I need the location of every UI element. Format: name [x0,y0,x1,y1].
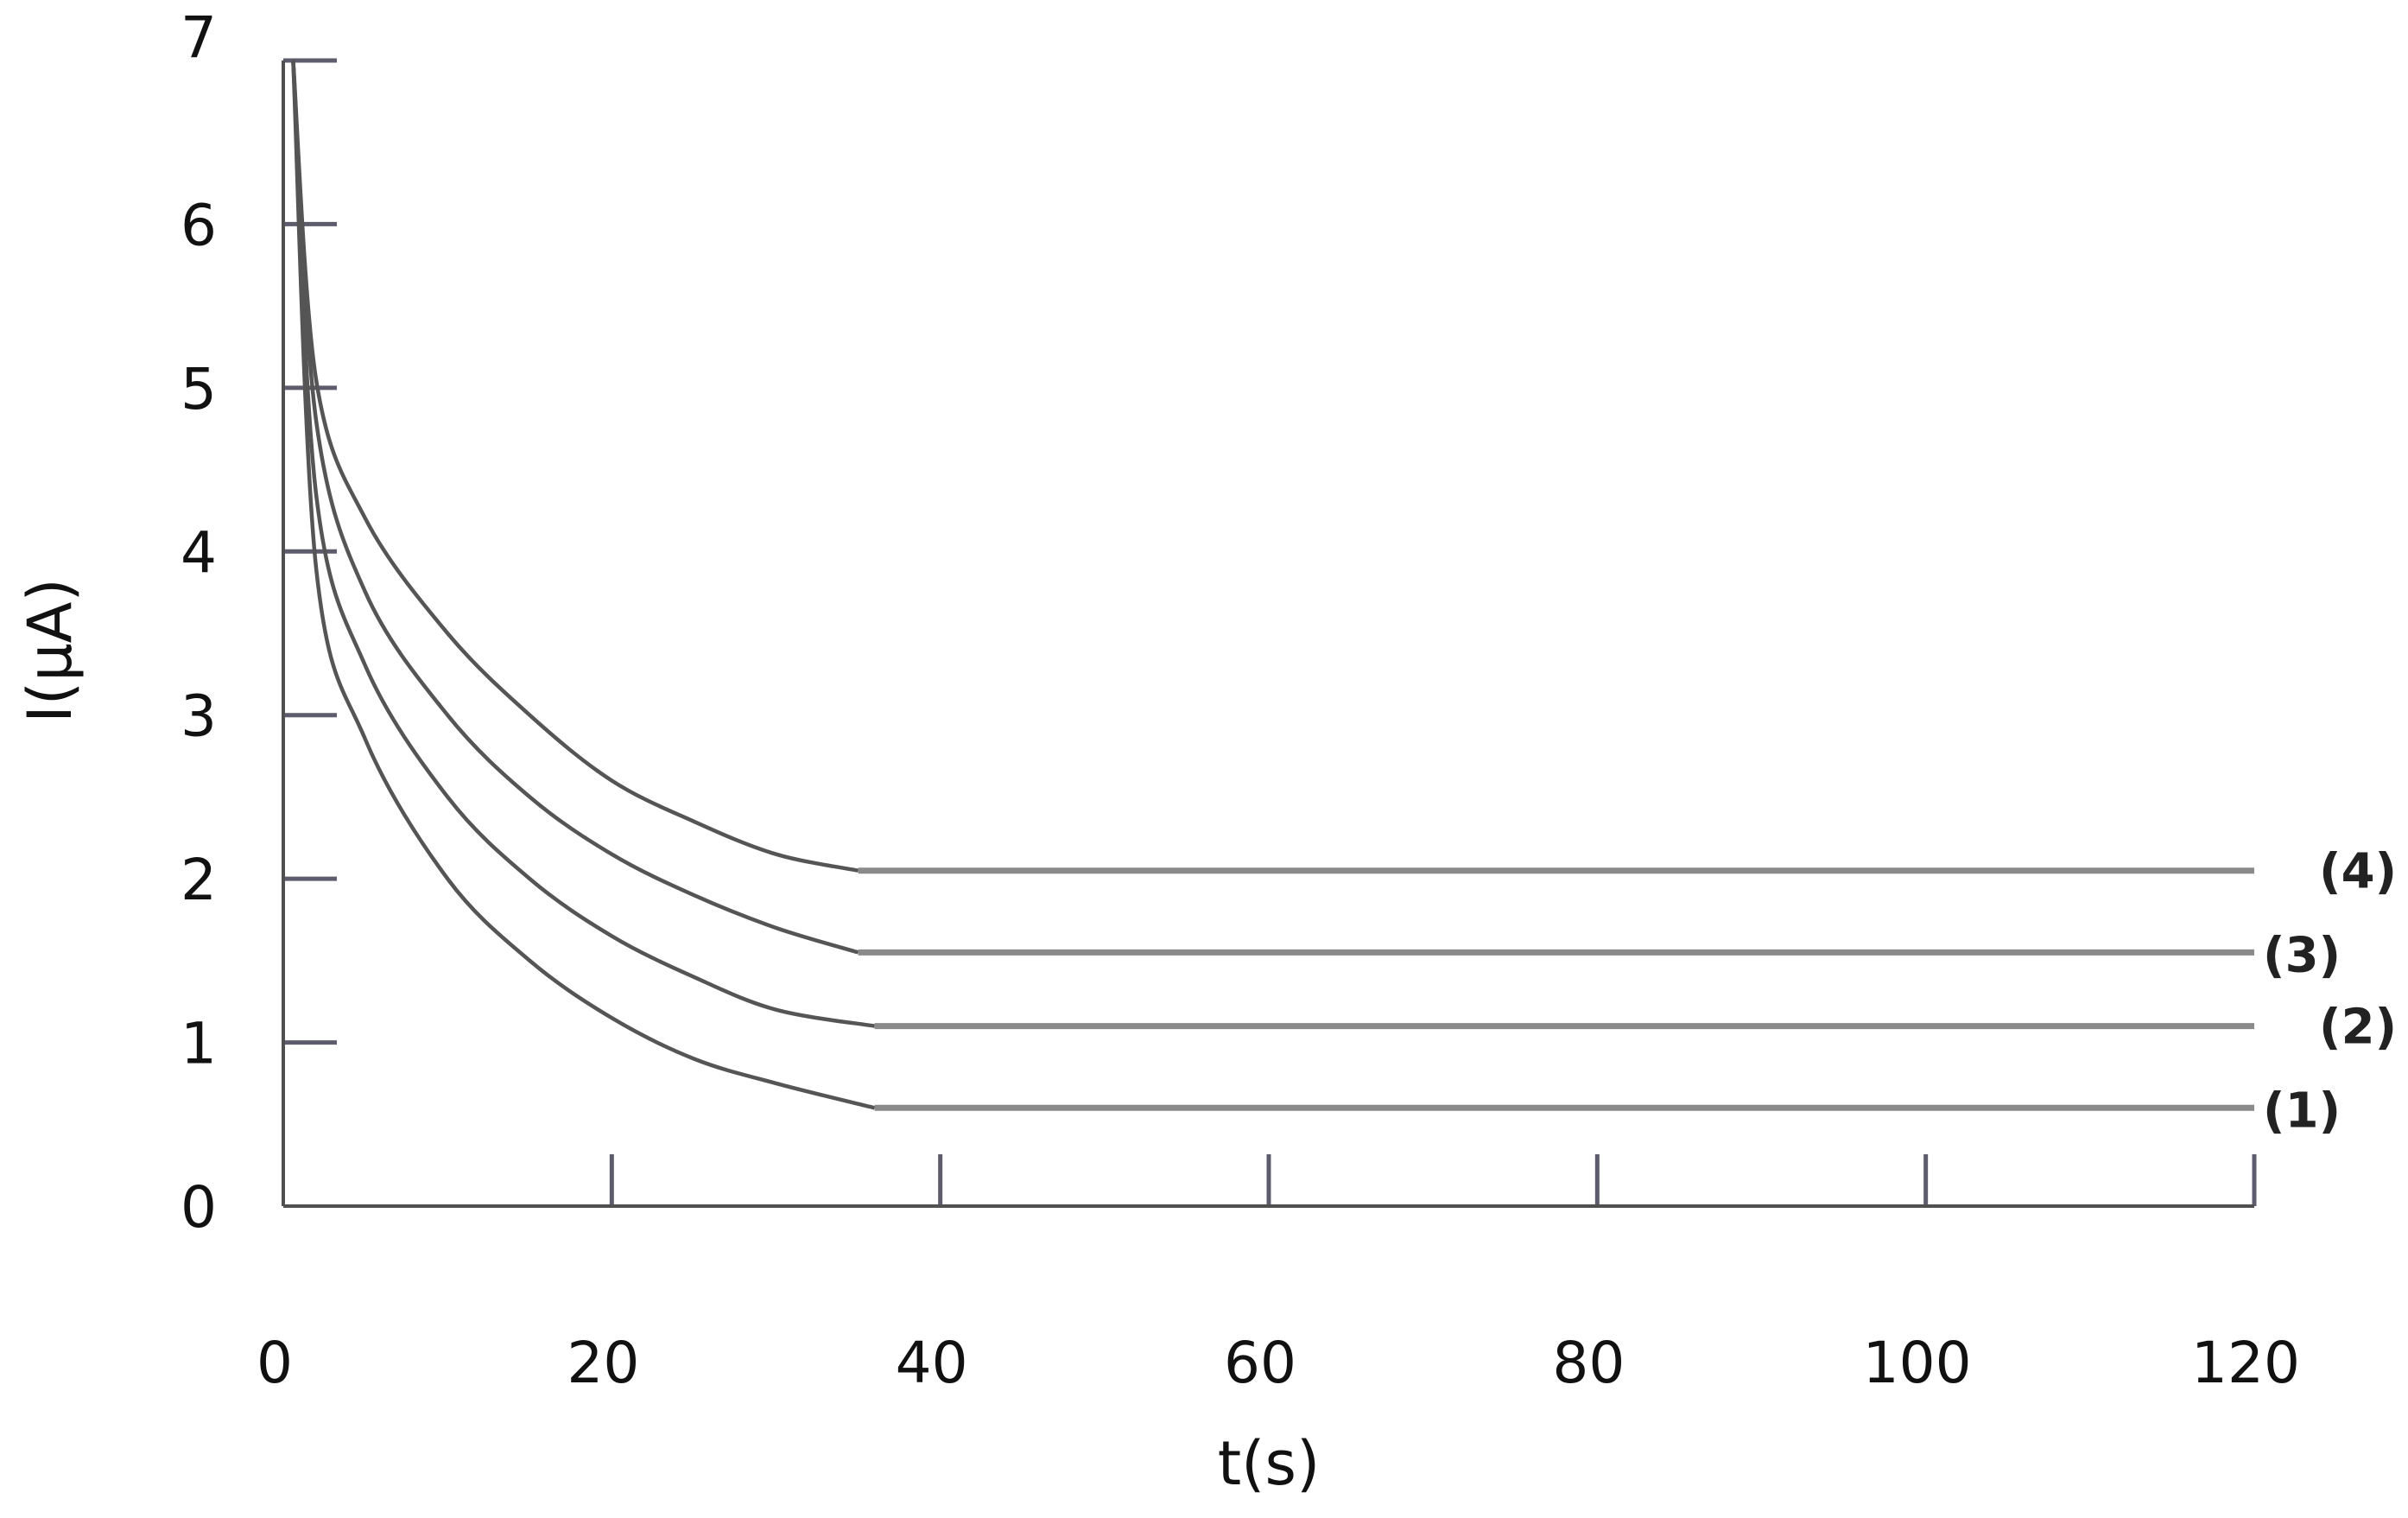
series-labels: (1) (2) (3) (4) [2263,844,2397,1140]
x-tick-label-1: 20 [567,1330,639,1396]
series-3-curve [291,60,859,955]
x-tick-label-4: 80 [1552,1330,1625,1396]
x-tick-label-6: 120 [2191,1330,2300,1396]
y-tick-label-2: 2 [181,847,217,913]
y-axis-label: I(μA) [15,578,86,723]
y-tick-label-6: 6 [181,192,217,258]
y-tick-label-1: 1 [181,1011,217,1077]
x-tick-label-3: 60 [1224,1330,1296,1396]
y-tick-label-7: 7 [181,4,217,71]
series-label-3: (3) [2263,927,2341,983]
x-tick-label-0: 0 [257,1330,293,1396]
series-label-1: (1) [2263,1083,2341,1139]
series-2-curve [291,60,875,1028]
series-label-2: (2) [2319,1000,2397,1056]
x-axis-label: t(s) [1218,1428,1321,1499]
series-4-curve [291,60,859,873]
y-tick-label-5: 5 [181,356,217,422]
y-tick-label-3: 3 [181,683,217,750]
series-1-curve [291,60,876,1110]
y-axis-ticks: 0 1 2 3 4 5 6 7 [181,4,337,1241]
series-layer [291,60,2254,1111]
series-label-4: (4) [2319,844,2397,900]
x-tick-label-2: 40 [896,1330,968,1396]
x-tick-label-5: 100 [1863,1330,1972,1396]
y-tick-label-4: 4 [181,519,217,586]
y-tick-label-0: 0 [181,1174,217,1241]
x-axis-ticks: 0 20 40 60 80 100 120 [257,1154,2300,1396]
